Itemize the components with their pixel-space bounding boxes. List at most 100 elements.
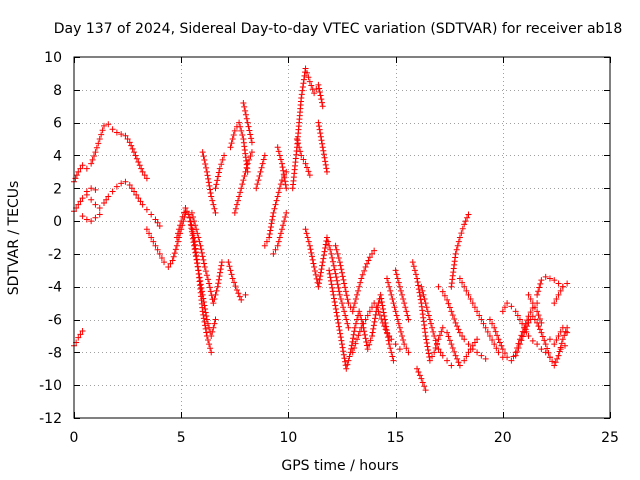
data-point bbox=[79, 162, 86, 169]
data-point bbox=[316, 85, 323, 92]
data-point bbox=[330, 291, 337, 298]
data-point bbox=[206, 341, 213, 348]
data-point bbox=[425, 350, 432, 357]
data-point bbox=[455, 359, 462, 366]
data-point bbox=[403, 308, 410, 315]
data-point bbox=[429, 353, 436, 360]
data-point bbox=[91, 153, 98, 160]
data-point bbox=[418, 375, 425, 382]
data-point bbox=[454, 355, 461, 362]
data-point bbox=[318, 137, 325, 144]
data-point bbox=[143, 226, 150, 233]
data-point bbox=[105, 121, 112, 128]
data-point bbox=[459, 225, 466, 232]
data-point bbox=[241, 172, 248, 179]
data-point bbox=[79, 213, 86, 220]
data-point bbox=[215, 173, 222, 180]
data-point bbox=[336, 327, 343, 334]
data-point bbox=[495, 349, 502, 356]
data-point bbox=[131, 188, 138, 195]
data-point bbox=[305, 238, 312, 245]
data-point bbox=[416, 372, 423, 379]
data-point bbox=[336, 288, 343, 295]
data-point bbox=[378, 295, 385, 302]
data-point bbox=[274, 144, 281, 151]
data-point bbox=[131, 149, 138, 156]
data-point bbox=[405, 316, 412, 323]
data-point bbox=[88, 218, 95, 225]
data-point bbox=[99, 127, 106, 134]
data-point bbox=[525, 291, 532, 298]
data-point bbox=[414, 275, 421, 282]
series-track-18 bbox=[274, 144, 290, 192]
data-point bbox=[212, 185, 219, 192]
data-point bbox=[143, 206, 150, 213]
data-point bbox=[387, 287, 394, 294]
data-point bbox=[195, 234, 202, 241]
data-point bbox=[118, 180, 125, 187]
data-point bbox=[420, 291, 427, 298]
data-point bbox=[404, 312, 411, 319]
data-point bbox=[263, 238, 270, 245]
data-point bbox=[467, 296, 474, 303]
data-point bbox=[351, 324, 358, 331]
data-point bbox=[75, 334, 82, 341]
data-point bbox=[410, 263, 417, 270]
data-point bbox=[538, 329, 545, 336]
data-point bbox=[358, 324, 365, 331]
data-point bbox=[452, 250, 459, 257]
data-point bbox=[176, 226, 183, 233]
data-point bbox=[202, 305, 209, 312]
data-point bbox=[539, 333, 546, 340]
data-point bbox=[364, 312, 371, 319]
data-point bbox=[437, 349, 444, 356]
data-point bbox=[317, 269, 324, 276]
data-point bbox=[257, 168, 264, 175]
data-point bbox=[308, 253, 315, 260]
data-point bbox=[312, 271, 319, 278]
data-point bbox=[561, 332, 568, 339]
data-point bbox=[515, 344, 522, 351]
data-point bbox=[327, 274, 334, 281]
data-point bbox=[333, 277, 340, 284]
data-point bbox=[444, 296, 451, 303]
data-point bbox=[363, 338, 370, 345]
data-point bbox=[195, 270, 202, 277]
data-point bbox=[226, 263, 233, 270]
data-point bbox=[270, 250, 277, 257]
data-point bbox=[542, 273, 549, 280]
data-point bbox=[210, 324, 217, 331]
series-track-36 bbox=[512, 313, 571, 369]
data-point bbox=[173, 242, 180, 249]
y-tick-label: 8 bbox=[53, 83, 62, 99]
data-point bbox=[148, 234, 155, 241]
data-point bbox=[512, 308, 519, 315]
data-point bbox=[482, 355, 489, 362]
data-point bbox=[217, 266, 224, 273]
data-point bbox=[559, 324, 566, 331]
data-point bbox=[303, 230, 310, 237]
x-tick-label: 15 bbox=[387, 430, 405, 446]
data-point bbox=[206, 284, 213, 291]
data-point bbox=[448, 341, 455, 348]
data-point bbox=[199, 253, 206, 260]
data-point bbox=[451, 348, 458, 355]
data-point bbox=[316, 276, 323, 283]
data-point bbox=[271, 205, 278, 212]
data-point bbox=[277, 156, 284, 163]
data-point bbox=[536, 284, 543, 291]
data-point bbox=[203, 272, 210, 279]
data-point bbox=[192, 249, 199, 256]
data-point bbox=[432, 337, 439, 344]
series-track-24 bbox=[332, 242, 378, 315]
data-point bbox=[186, 214, 193, 221]
data-point bbox=[555, 291, 562, 298]
data-point bbox=[331, 298, 338, 305]
data-point bbox=[216, 273, 223, 280]
data-point bbox=[499, 308, 506, 315]
data-point bbox=[554, 355, 561, 362]
data-point bbox=[239, 181, 246, 188]
data-point bbox=[75, 201, 82, 208]
data-point bbox=[405, 349, 412, 356]
data-point bbox=[202, 309, 209, 316]
